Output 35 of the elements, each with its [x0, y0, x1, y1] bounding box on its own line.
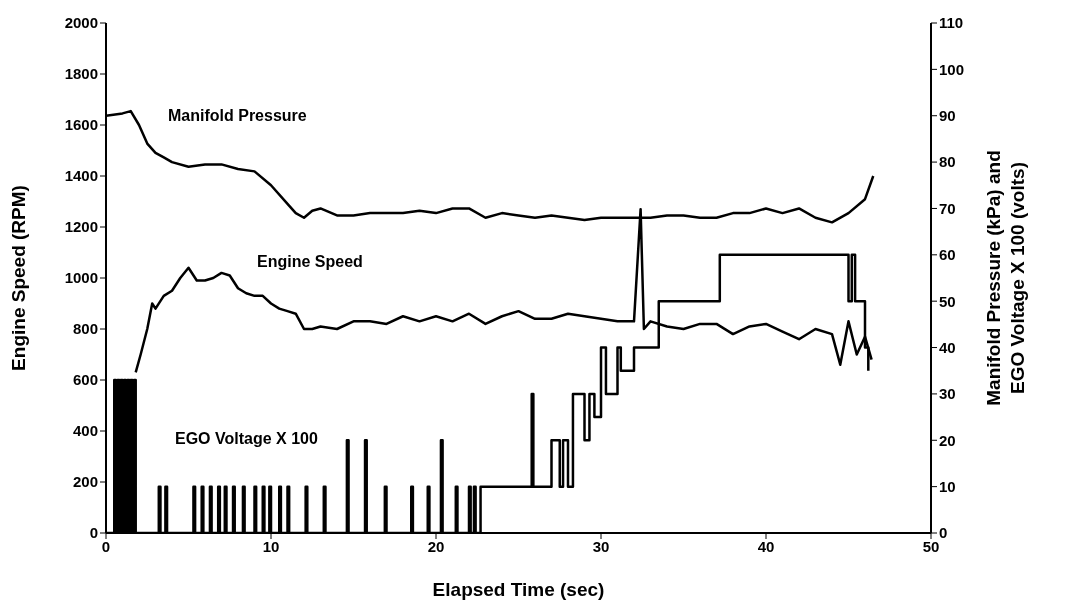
y2-tick-label: 90 — [939, 107, 956, 125]
y-tick-label: 800 — [72, 320, 98, 338]
y-tick-label: 1800 — [64, 65, 98, 83]
x-tick-label: 10 — [262, 537, 280, 555]
y2-tick-label: 0 — [939, 524, 948, 542]
y-tick-label: 400 — [72, 422, 98, 440]
y-tick-label: 200 — [72, 473, 98, 491]
x-tick-label: 30 — [592, 537, 610, 555]
y-tick-label: 1000 — [64, 269, 98, 287]
x-tick-label: 0 — [101, 537, 111, 555]
x-tick-label: 20 — [427, 537, 445, 555]
y2-tick-label: 70 — [939, 199, 956, 217]
y-tick-label: 600 — [72, 371, 98, 389]
x-tick-label: 50 — [922, 537, 940, 555]
y2-tick-label: 110 — [939, 14, 964, 32]
y-tick-label: 1600 — [64, 116, 98, 134]
y-tick-label: 0 — [89, 524, 98, 542]
y2-tick-label: 10 — [939, 477, 956, 495]
x-tick-label: 40 — [757, 537, 775, 555]
y-tick-label: 1200 — [64, 218, 98, 236]
y2-tick-label: 60 — [939, 246, 956, 264]
y2-tick-label: 20 — [939, 431, 956, 449]
y2-tick-label: 80 — [939, 153, 956, 171]
series-label: EGO Voltage X 100 — [175, 430, 318, 448]
y-axis-title: Engine Speed (RPM) — [7, 185, 29, 371]
y2-tick-label: 40 — [939, 338, 956, 356]
y2-tick-label: 30 — [939, 385, 956, 403]
y-tick-label: 1400 — [64, 167, 98, 185]
y2-tick-label: 100 — [939, 60, 965, 78]
y2-axis-title: Manifold Pressure (kPa) and EGO Voltage X 100 (volts) — [983, 150, 1028, 406]
y2-tick-label: 50 — [939, 292, 956, 310]
series-label: Engine Speed — [257, 253, 363, 271]
x-axis-title: Elapsed Time (sec) — [432, 579, 605, 600]
y-tick-label: 2000 — [64, 14, 98, 32]
series-label: Manifold Pressure — [168, 107, 307, 125]
